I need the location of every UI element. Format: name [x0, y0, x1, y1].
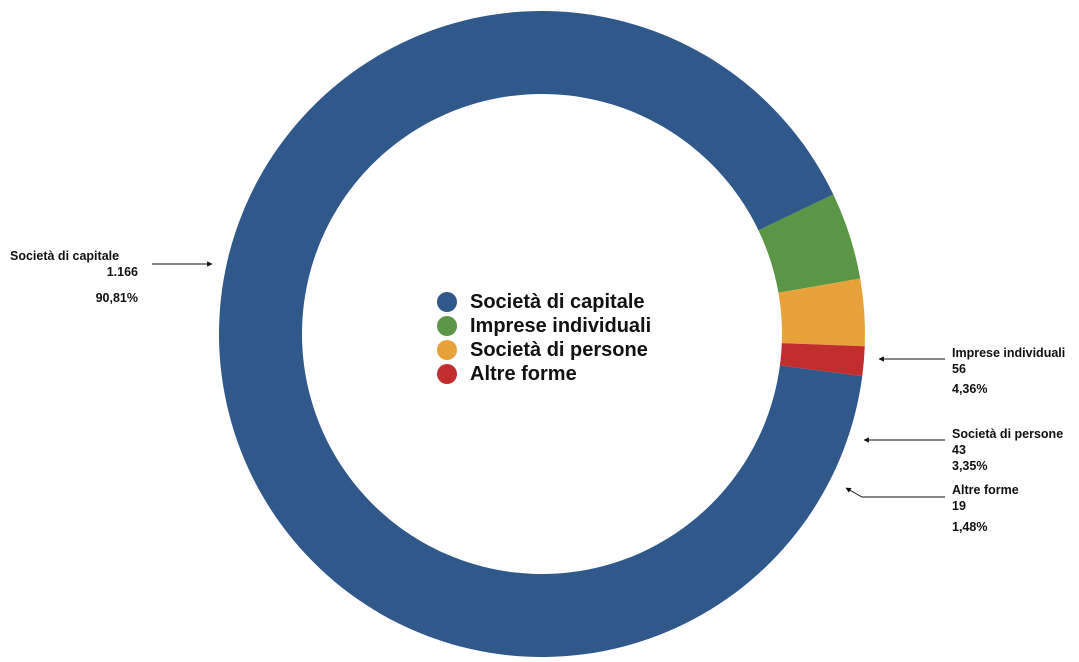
callout-altre-forme: Altre forme 19 1,48% — [845, 483, 1019, 534]
legend-item-societa-di-capitale: Società di capitale — [437, 291, 651, 313]
callout-value: 1.166 — [107, 265, 138, 279]
callout-value: 19 — [952, 499, 966, 513]
callout-societa-di-persone: Società di persone 43 3,35% — [863, 427, 1063, 473]
callout-percent: 90,81% — [96, 291, 138, 305]
callout-leader-line — [845, 487, 945, 498]
legend-item-imprese-individuali: Imprese individuali — [437, 315, 651, 337]
callout-percent: 4,36% — [952, 382, 987, 396]
legend-swatch — [437, 292, 457, 312]
callout-societa-di-capitale: Società di capitale 1.166 90,81% — [10, 249, 213, 305]
slice-societa-di-persone — [778, 278, 865, 347]
legend-item-societa-di-persone: Società di persone — [437, 339, 651, 361]
legend-label: Società di persone — [470, 338, 648, 361]
legend-label: Società di capitale — [470, 290, 645, 313]
callout-label: Società di persone — [952, 427, 1063, 441]
legend-swatch — [437, 316, 457, 336]
slice-altre-forme — [779, 343, 865, 377]
legend-swatch — [437, 364, 457, 384]
legend-swatch — [437, 340, 457, 360]
slice-callouts: Società di capitale 1.166 90,81% Imprese in… — [10, 249, 1065, 534]
callout-label: Imprese individuali — [952, 346, 1065, 360]
legend-item-altre-forme: Altre forme — [437, 363, 651, 385]
callout-percent: 1,48% — [952, 520, 987, 534]
chart-legend: Società di capitale Imprese individuali … — [437, 291, 651, 385]
callout-value: 43 — [952, 443, 966, 457]
callout-label: Società di capitale — [10, 249, 119, 263]
callout-percent: 3,35% — [952, 459, 987, 473]
legend-label: Imprese individuali — [470, 314, 652, 337]
callout-imprese-individuali: Imprese individuali 56 4,36% — [878, 346, 1065, 396]
callout-label: Altre forme — [952, 483, 1019, 497]
donut-slices — [219, 11, 865, 657]
legend-label: Altre forme — [470, 362, 577, 385]
callout-value: 56 — [952, 362, 966, 376]
slice-imprese-individuali — [758, 194, 861, 293]
